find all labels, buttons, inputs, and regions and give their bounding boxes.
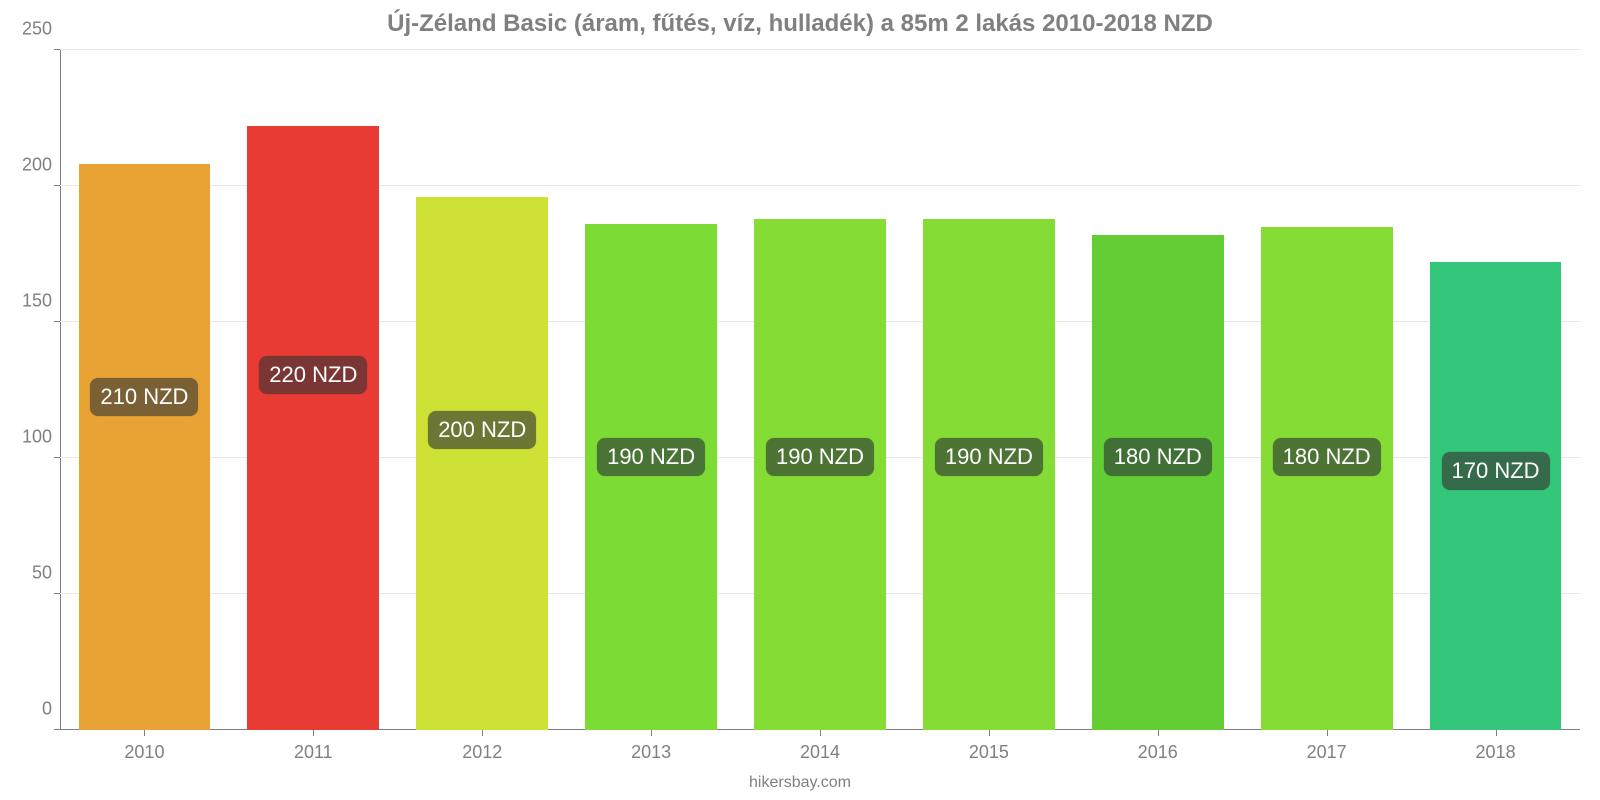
- xtick-label: 2012: [462, 742, 502, 763]
- bar: [1261, 227, 1393, 730]
- value-badge: 180 NZD: [1104, 438, 1212, 476]
- xtick-label: 2016: [1138, 742, 1178, 763]
- bar: [416, 197, 548, 730]
- ytick-label: 200: [10, 155, 52, 176]
- xtick-mark: [1496, 730, 1497, 736]
- xtick-mark: [1327, 730, 1328, 736]
- xtick-mark: [989, 730, 990, 736]
- ytick-label: 0: [10, 699, 52, 720]
- value-badge: 220 NZD: [259, 356, 367, 394]
- bar-slot: 180 NZD2016: [1073, 50, 1242, 730]
- bar-slot: 190 NZD2014: [736, 50, 905, 730]
- xtick-label: 2017: [1307, 742, 1347, 763]
- xtick-label: 2013: [631, 742, 671, 763]
- bar: [247, 126, 379, 730]
- plot-area: 050100150200250 210 NZD2010220 NZD201120…: [60, 50, 1580, 730]
- xtick-mark: [1158, 730, 1159, 736]
- value-badge: 190 NZD: [766, 438, 874, 476]
- ytick-label: 50: [10, 563, 52, 584]
- chart-title: Új-Zéland Basic (áram, fűtés, víz, hulla…: [0, 10, 1600, 38]
- xtick-mark: [651, 730, 652, 736]
- xtick-label: 2010: [124, 742, 164, 763]
- bar: [1430, 262, 1562, 730]
- bar: [585, 224, 717, 730]
- bar-slot: 190 NZD2013: [567, 50, 736, 730]
- ytick-label: 150: [10, 291, 52, 312]
- bar-slot: 180 NZD2017: [1242, 50, 1411, 730]
- bars-layer: 210 NZD2010220 NZD2011200 NZD2012190 NZD…: [60, 50, 1580, 730]
- value-badge: 180 NZD: [1273, 438, 1381, 476]
- xtick-mark: [313, 730, 314, 736]
- bar: [1092, 235, 1224, 730]
- xtick-mark: [482, 730, 483, 736]
- xtick-label: 2011: [294, 742, 333, 763]
- bar: [79, 164, 211, 730]
- credit-text: hikersbay.com: [0, 774, 1600, 792]
- value-badge: 190 NZD: [597, 438, 705, 476]
- bar-slot: 220 NZD2011: [229, 50, 398, 730]
- bar-slot: 200 NZD2012: [398, 50, 567, 730]
- xtick-mark: [144, 730, 145, 736]
- xtick-mark: [820, 730, 821, 736]
- chart-container: Új-Zéland Basic (áram, fűtés, víz, hulla…: [0, 0, 1600, 800]
- value-badge: 200 NZD: [428, 411, 536, 449]
- ytick-label: 250: [10, 19, 52, 40]
- value-badge: 190 NZD: [935, 438, 1043, 476]
- bar-slot: 210 NZD2010: [60, 50, 229, 730]
- bar-slot: 170 NZD2018: [1411, 50, 1580, 730]
- bar-slot: 190 NZD2015: [904, 50, 1073, 730]
- ytick-label: 100: [10, 427, 52, 448]
- value-badge: 170 NZD: [1442, 452, 1550, 490]
- value-badge: 210 NZD: [90, 378, 198, 416]
- xtick-label: 2018: [1476, 742, 1516, 763]
- xtick-label: 2015: [969, 742, 1009, 763]
- xtick-label: 2014: [800, 742, 840, 763]
